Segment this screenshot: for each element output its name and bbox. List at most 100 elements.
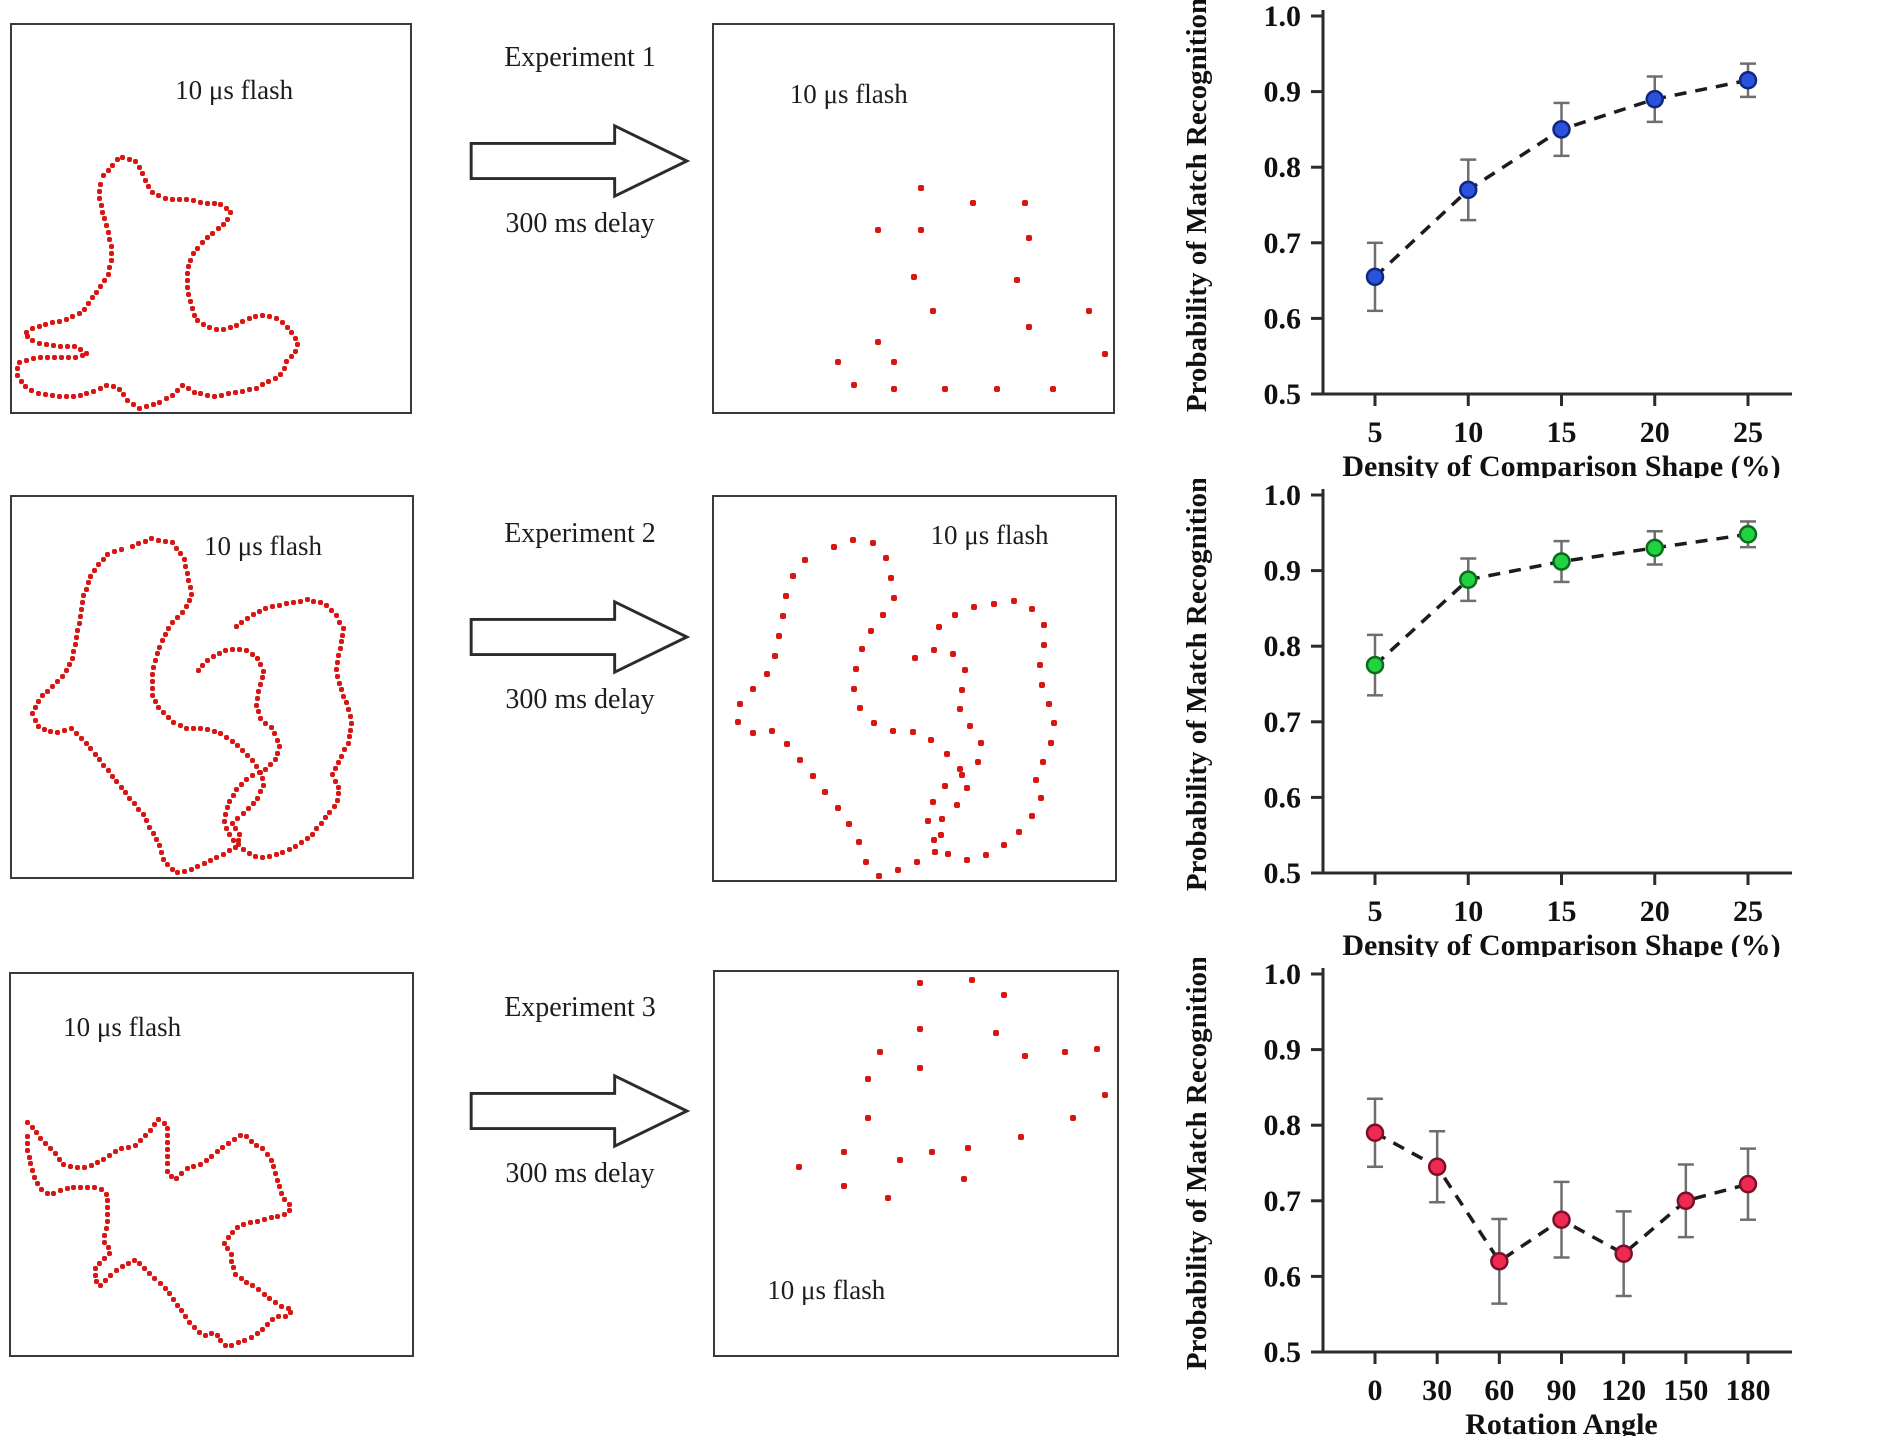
red-dot — [200, 662, 206, 668]
red-dot — [165, 715, 171, 721]
red-dot — [895, 867, 902, 874]
red-dot — [884, 1194, 891, 1201]
red-dot — [957, 706, 964, 713]
red-dot — [230, 646, 235, 652]
red-dot — [254, 656, 260, 662]
red-dot — [174, 1175, 180, 1181]
red-dot — [855, 839, 862, 846]
red-dot — [279, 1303, 285, 1309]
red-dot — [118, 547, 124, 553]
red-dot — [1050, 385, 1057, 392]
red-dot — [218, 730, 224, 736]
red-dot — [143, 403, 149, 409]
red-dot — [65, 355, 71, 361]
red-dot — [149, 678, 155, 684]
delay-label: 300 ms delay — [505, 208, 655, 239]
red-dot — [223, 812, 229, 818]
stimulus-box-experiment-3: 10 μs flash — [9, 972, 414, 1357]
red-dot — [250, 773, 256, 779]
red-dot — [336, 653, 342, 659]
red-dot — [937, 831, 944, 838]
red-dot — [107, 1250, 113, 1256]
red-dot — [250, 611, 256, 617]
red-dot — [123, 790, 129, 796]
red-dot — [179, 1171, 185, 1177]
red-dot — [78, 1184, 84, 1190]
red-dot — [36, 323, 42, 329]
red-dot — [30, 1168, 36, 1174]
data-point — [1738, 1174, 1758, 1194]
red-dot — [164, 1168, 170, 1174]
y-tick-label: 0.8 — [1264, 630, 1302, 663]
data-point — [1738, 71, 1758, 90]
red-dot — [50, 320, 56, 326]
red-dot — [216, 650, 222, 656]
red-dot — [230, 837, 236, 843]
red-dot — [224, 805, 230, 811]
red-dot — [92, 1272, 98, 1278]
red-dot — [290, 599, 296, 605]
red-dot — [97, 757, 102, 763]
red-dot — [260, 1326, 266, 1332]
red-dot — [199, 240, 205, 246]
red-dot — [930, 308, 937, 315]
red-dot — [83, 740, 89, 746]
red-dot — [164, 1161, 170, 1167]
red-dot — [164, 1133, 170, 1139]
experiment-label: Experiment 1 — [504, 42, 656, 73]
red-dot — [58, 355, 64, 361]
red-dot — [164, 862, 170, 868]
red-dot — [60, 674, 66, 680]
red-dot — [150, 402, 156, 408]
red-dot — [137, 1261, 143, 1267]
red-dot — [75, 1165, 81, 1171]
red-dot — [40, 693, 46, 699]
y-tick-label: 0.8 — [1264, 151, 1302, 184]
experiment-1-flow: Experiment 1 300 ms delay — [438, 42, 722, 240]
data-point — [1552, 552, 1571, 571]
red-dot — [223, 1343, 229, 1349]
red-dot — [109, 257, 114, 263]
red-dot — [1039, 758, 1046, 765]
red-dot — [225, 1235, 231, 1241]
y-tick-label: 0.6 — [1264, 1260, 1302, 1293]
red-dot — [105, 167, 111, 173]
red-dot — [260, 312, 266, 318]
red-dot — [197, 199, 203, 205]
red-dot — [125, 398, 131, 404]
data-point — [1365, 267, 1385, 287]
red-dot — [236, 831, 242, 837]
red-dot — [249, 651, 255, 657]
red-dot — [35, 390, 41, 396]
red-dot — [938, 816, 945, 823]
red-dot — [191, 389, 197, 395]
red-dot — [110, 773, 116, 779]
red-dot — [77, 392, 83, 398]
red-dot — [276, 744, 282, 750]
red-dot — [232, 1137, 238, 1143]
red-dot — [101, 173, 107, 179]
red-dot — [1048, 740, 1055, 747]
red-dot — [195, 864, 201, 870]
red-dot — [64, 343, 70, 349]
red-dot — [185, 385, 191, 391]
red-dot — [140, 812, 146, 818]
red-dot — [85, 1184, 91, 1190]
red-dot — [1017, 1133, 1024, 1140]
red-dot — [259, 776, 265, 782]
red-dot — [26, 1154, 32, 1160]
red-dot — [963, 857, 970, 864]
x-tick-label: 20 — [1640, 895, 1670, 928]
red-dot — [238, 1275, 244, 1281]
red-dot — [205, 392, 211, 398]
red-dot — [104, 1205, 110, 1211]
red-dot — [930, 836, 937, 843]
red-dot — [318, 820, 324, 826]
red-dot — [61, 1162, 67, 1168]
red-dot — [103, 1226, 109, 1232]
red-dot — [1001, 842, 1008, 849]
red-dot — [840, 1149, 847, 1155]
red-dot — [119, 1264, 125, 1270]
red-dot — [329, 608, 335, 614]
red-dot — [267, 762, 273, 768]
